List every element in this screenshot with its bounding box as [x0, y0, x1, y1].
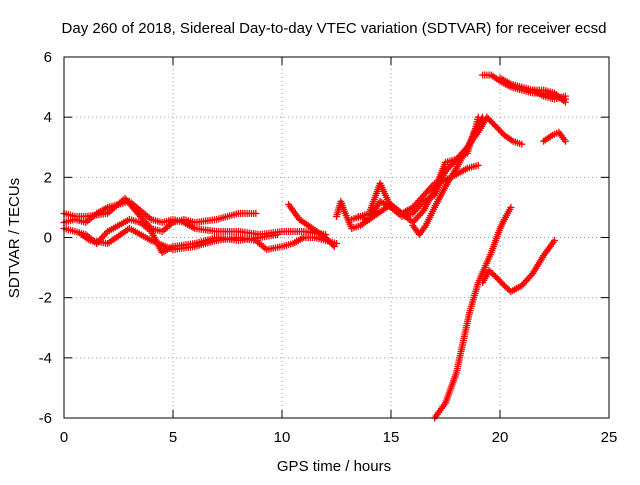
data-points [60, 71, 569, 422]
data-series [409, 113, 482, 238]
data-point [488, 270, 496, 278]
data-point [445, 164, 453, 172]
data-point [561, 92, 569, 100]
y-axis-label: SDTVAR / TECUs [6, 178, 23, 298]
x-axis-label: GPS time / hours [277, 458, 391, 475]
x-tick-label: 10 [274, 429, 291, 446]
data-point [507, 203, 515, 211]
data-series [60, 194, 260, 235]
y-tick-label: 4 [44, 109, 52, 126]
data-point [100, 231, 108, 239]
y-tick-label: 2 [44, 169, 52, 186]
tick-labels: 0 5 10 15 20 25 -6 -4 -2 0 2 4 6 [39, 49, 618, 446]
chart-title: Day 260 of 2018, Sidereal Day-to-day VTE… [62, 20, 607, 37]
data-point [485, 267, 493, 275]
data-point [423, 188, 431, 196]
x-tick-label: 0 [60, 429, 68, 446]
data-point [522, 276, 530, 284]
data-point [417, 210, 425, 218]
data-series [431, 203, 515, 422]
data-point [499, 280, 507, 288]
data-point [518, 140, 526, 148]
data-point [561, 137, 569, 145]
data-point [490, 271, 498, 279]
axis-ticks [63, 56, 610, 419]
data-series [540, 128, 569, 145]
data-point [410, 217, 418, 225]
data-point [524, 275, 532, 283]
data-point [274, 230, 282, 238]
data-point [415, 212, 423, 220]
x-tick-label: 25 [601, 429, 618, 446]
data-point [521, 278, 529, 286]
data-point [474, 161, 482, 169]
data-series [285, 200, 338, 251]
y-tick-label: -2 [39, 290, 52, 307]
x-tick-label: 20 [492, 429, 509, 446]
data-series [529, 86, 569, 106]
data-point [504, 285, 512, 293]
data-point [474, 113, 482, 121]
data-point [330, 243, 338, 251]
data-point [551, 237, 558, 245]
data-point [502, 283, 510, 291]
y-tick-label: 6 [44, 49, 52, 66]
x-tick-label: 5 [169, 429, 177, 446]
data-point [526, 273, 534, 281]
data-point [500, 282, 508, 290]
y-tick-label: 0 [44, 230, 52, 247]
data-point [561, 98, 569, 106]
data-point [329, 241, 337, 249]
data-series [479, 237, 558, 296]
data-point [487, 268, 495, 276]
data-point [413, 213, 421, 221]
y-tick-label: -4 [39, 350, 52, 367]
data-point [252, 209, 260, 217]
x-tick-label: 15 [383, 429, 400, 446]
grid [64, 57, 609, 418]
y-tick-label: -6 [39, 410, 52, 427]
